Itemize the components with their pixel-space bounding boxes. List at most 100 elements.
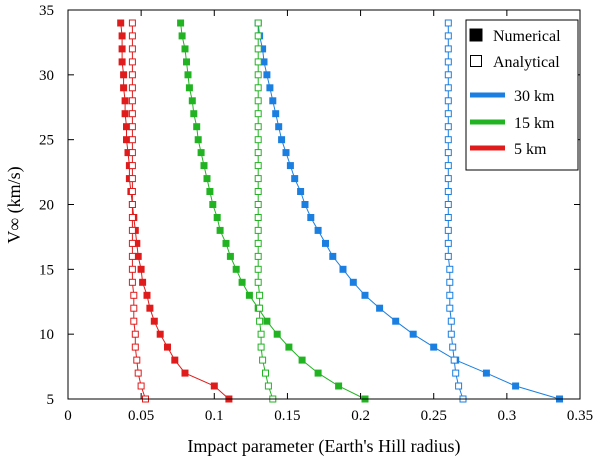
point-15-km-analytical-v28 xyxy=(254,97,262,105)
point-30-km-numerical-v15 xyxy=(339,265,347,273)
point-5-km-analytical-v29 xyxy=(128,84,136,92)
point-5-km-analytical-v33 xyxy=(128,32,136,40)
tick-layer: 0 0.05 0.1 0.15 0.2 0.25 0.3 0.35 5 10 15 20 25 30 35 xyxy=(39,3,593,424)
point-30-km-analytical-v15 xyxy=(446,265,454,273)
y-tick-label: 25 xyxy=(39,133,54,149)
point-30-km-numerical-v11 xyxy=(392,317,400,325)
point-30-km-numerical-v22 xyxy=(291,175,299,183)
legend-marker-open xyxy=(470,55,482,67)
series-line-15-km-analytical xyxy=(257,23,274,400)
point-30-km-analytical-v21 xyxy=(444,188,452,195)
point-15-km-analytical-v29 xyxy=(254,84,262,92)
point-5-km-numerical-v28 xyxy=(121,97,129,105)
point-5-km-analytical-v22 xyxy=(128,175,136,183)
point-15-km-analytical-v33 xyxy=(254,32,262,40)
point-15-km-numerical-v34 xyxy=(177,19,185,27)
point-15-km-numerical-v33 xyxy=(178,32,186,40)
point-15-km-analytical-v19 xyxy=(254,214,262,221)
point-15-km-analytical-v27 xyxy=(254,110,262,118)
point-5-km-numerical-v27 xyxy=(121,110,129,118)
point-5-km-numerical-v24 xyxy=(124,149,132,157)
point-15-km-numerical-v30 xyxy=(184,71,192,79)
point-30-km-analytical-v12 xyxy=(446,304,454,312)
point-5-km-numerical-v10 xyxy=(156,330,164,338)
point-5-km-analytical-v15 xyxy=(128,265,136,273)
point-15-km-numerical-v28 xyxy=(188,97,196,105)
point-30-km-analytical-v26 xyxy=(444,123,452,131)
point-15-km-analytical-v9 xyxy=(257,343,265,351)
point-15-km-analytical-v6 xyxy=(264,382,272,390)
point-15-km-analytical-v13 xyxy=(256,291,264,299)
point-30-km-numerical-v28 xyxy=(269,97,277,105)
point-30-km-analytical-v33 xyxy=(444,32,452,40)
x-axis-label: Impact parameter (Earth's Hill radius) xyxy=(187,436,460,457)
point-15-km-numerical-v24 xyxy=(197,149,205,157)
point-5-km-numerical-v7 xyxy=(181,369,189,377)
point-30-km-analytical-v22 xyxy=(444,175,452,183)
point-30-km-numerical-v21 xyxy=(297,188,305,195)
y-axis-label: V∞ (km/s) xyxy=(4,166,25,243)
y-tick-label: 20 xyxy=(39,198,54,214)
point-5-km-analytical-v10 xyxy=(131,330,139,338)
point-15-km-analytical-v10 xyxy=(257,330,265,338)
point-30-km-analytical-v32 xyxy=(444,45,452,53)
point-30-km-analytical-v31 xyxy=(444,58,452,66)
legend: Numerical Analytical 30 km 15 km 5 km xyxy=(465,19,579,171)
point-30-km-numerical-v17 xyxy=(322,239,329,247)
plot-layer xyxy=(117,19,563,403)
point-30-km-analytical-v29 xyxy=(444,84,452,92)
point-5-km-numerical-v29 xyxy=(120,84,128,92)
point-15-km-numerical-v16 xyxy=(226,252,234,260)
point-15-km-analytical-v17 xyxy=(254,239,262,247)
legend-label-analytical: Analytical xyxy=(493,54,560,71)
series-line-5-km-analytical xyxy=(131,23,146,400)
point-30-km-analytical-v25 xyxy=(444,136,452,144)
point-5-km-analytical-v24 xyxy=(128,149,136,157)
point-15-km-analytical-v22 xyxy=(254,175,262,183)
point-30-km-analytical-v6 xyxy=(455,382,463,390)
point-15-km-analytical-v34 xyxy=(254,19,262,27)
point-15-km-numerical-v22 xyxy=(203,175,211,183)
legend-marker-filled xyxy=(469,28,483,42)
point-5-km-numerical-v31 xyxy=(118,58,126,66)
point-15-km-analytical-v8 xyxy=(259,356,267,364)
point-30-km-analytical-v27 xyxy=(444,110,452,118)
point-30-km-numerical-v27 xyxy=(272,110,280,118)
point-15-km-numerical-v15 xyxy=(232,265,240,273)
point-30-km-numerical-v16 xyxy=(329,252,337,260)
point-15-km-analytical-v23 xyxy=(254,162,262,170)
y-tick-label: 35 xyxy=(39,3,54,19)
x-tick-label: 0.2 xyxy=(351,408,370,424)
point-5-km-numerical-v33 xyxy=(118,32,126,40)
point-5-km-numerical-v13 xyxy=(143,291,151,299)
point-15-km-numerical-v11 xyxy=(263,317,271,325)
point-5-km-analytical-v31 xyxy=(128,58,136,66)
y-tick-label: 30 xyxy=(39,68,54,84)
point-5-km-numerical-v30 xyxy=(120,71,128,79)
legend-label-numerical: Numerical xyxy=(493,28,561,45)
point-15-km-numerical-v14 xyxy=(238,278,246,286)
point-5-km-numerical-v6 xyxy=(210,382,218,390)
point-5-km-analytical-v34 xyxy=(128,19,136,27)
y-tick-label: 15 xyxy=(39,262,54,278)
point-15-km-analytical-v32 xyxy=(254,45,262,53)
point-15-km-analytical-v21 xyxy=(254,188,262,195)
point-15-km-numerical-v29 xyxy=(185,84,193,92)
point-30-km-analytical-v19 xyxy=(444,214,452,221)
point-5-km-analytical-v28 xyxy=(128,97,136,105)
point-30-km-analytical-v23 xyxy=(444,162,452,170)
point-30-km-analytical-v30 xyxy=(444,71,452,79)
point-5-km-numerical-v25 xyxy=(123,136,130,144)
point-15-km-numerical-v13 xyxy=(245,291,253,299)
point-30-km-numerical-v25 xyxy=(278,136,286,144)
point-5-km-numerical-v17 xyxy=(133,239,141,247)
x-tick-label: 0.15 xyxy=(274,408,300,424)
y-tick-label: 5 xyxy=(47,392,55,408)
point-15-km-numerical-v17 xyxy=(222,239,230,247)
point-5-km-numerical-v12 xyxy=(146,304,154,312)
point-15-km-numerical-v25 xyxy=(194,136,202,144)
point-15-km-numerical-v23 xyxy=(200,162,208,170)
x-tick-label: 0.1 xyxy=(205,408,224,424)
